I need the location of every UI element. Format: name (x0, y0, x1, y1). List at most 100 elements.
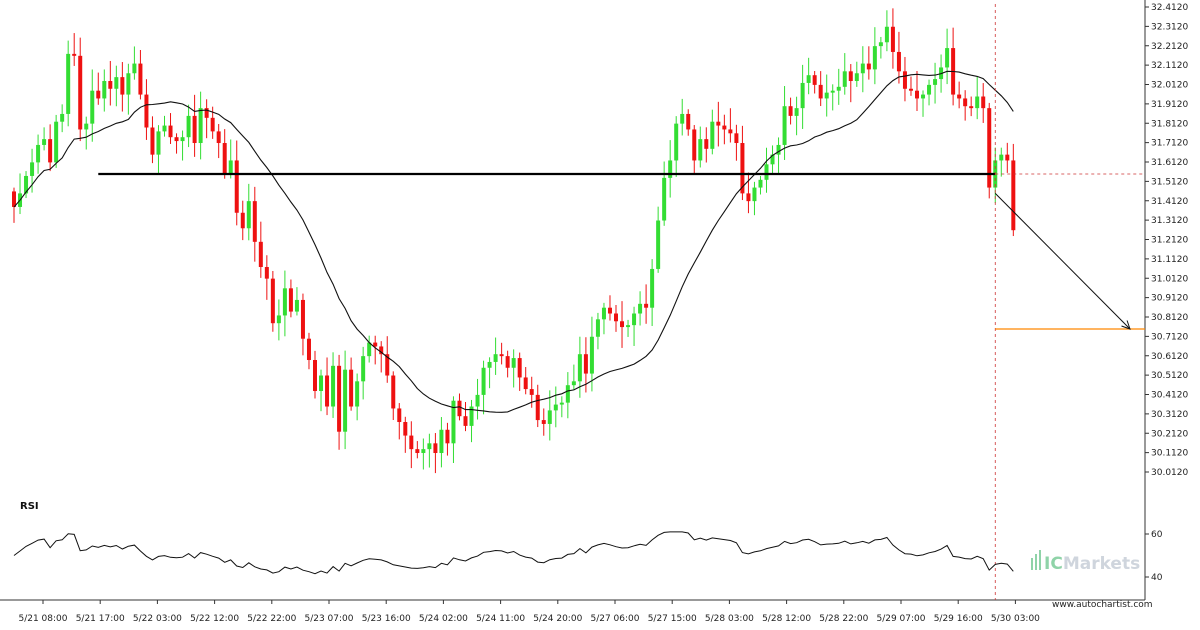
candle-up (553, 404, 558, 411)
candle-down (150, 127, 155, 155)
candle-down (288, 288, 293, 312)
candle-down (252, 201, 257, 242)
candle-down (306, 338, 311, 361)
candle-down (915, 90, 919, 99)
time-tick-label: 5/22 03:00 (133, 614, 182, 624)
candle-up (626, 325, 631, 328)
candle-down (240, 212, 245, 229)
candle-down (72, 53, 77, 56)
price-axis-ticks: 32.4120 32.3120 32.2120 32.1120 32.0120 31.91… (1145, 3, 1188, 478)
candle-down (210, 117, 215, 132)
candle-up (451, 400, 456, 444)
candle-down (216, 131, 221, 144)
price-tick-label: 30.0120 (1151, 468, 1188, 478)
site-label: www.autochartist.com (1052, 600, 1153, 610)
candle-down (890, 26, 895, 52)
candle-up (674, 123, 679, 161)
candle-up (830, 90, 835, 93)
candle-down (433, 443, 438, 454)
candle-down (788, 106, 793, 116)
price-tick-label: 31.7120 (1151, 139, 1188, 149)
candle-up (114, 77, 119, 89)
candle-up (54, 121, 59, 163)
candle-up (824, 92, 829, 99)
price-tick-label: 31.9120 (1151, 100, 1188, 110)
candle-down (818, 84, 823, 99)
candle-up (24, 175, 29, 194)
candle-down (144, 94, 149, 128)
candle-up (710, 121, 715, 149)
candle-up (854, 73, 859, 82)
candle-down (313, 360, 317, 392)
candle-down (385, 354, 390, 376)
moving-average-line (13, 70, 1014, 413)
candle-down (902, 71, 907, 89)
time-tick-label: 5/22 22:00 (247, 614, 296, 624)
candle-up (481, 367, 486, 395)
time-tick-label: 5/24 02:00 (419, 614, 468, 624)
candle-up (421, 449, 426, 454)
candle-down (734, 133, 739, 144)
candle-down (722, 125, 727, 130)
candle-down (812, 75, 817, 85)
candle-up (475, 394, 480, 407)
candle-up (30, 162, 35, 176)
candle-up (668, 160, 673, 178)
candle-up (132, 63, 137, 74)
candle-down (349, 369, 354, 407)
candle-down (192, 115, 197, 144)
candle-up (764, 164, 769, 180)
candle-up (547, 410, 552, 424)
candle-up (198, 108, 203, 144)
price-tick-label: 31.4120 (1151, 197, 1188, 207)
candle-up (559, 402, 564, 405)
candle-up (933, 79, 938, 85)
price-tick-label: 31.1120 (1151, 255, 1188, 265)
candle-down (1011, 160, 1016, 231)
candle-up (276, 315, 281, 324)
candle-down (48, 139, 53, 163)
candle-down (457, 400, 462, 417)
price-tick-label: 31.2120 (1151, 236, 1188, 246)
icmarkets-watermark-logo: ICMarkets (1031, 550, 1140, 574)
candle-up (638, 303, 643, 314)
candle-up (282, 288, 287, 316)
candle-up (650, 268, 655, 308)
price-tick-label: 30.2120 (1151, 429, 1188, 439)
watermark-prefix: IC (1044, 554, 1063, 574)
candle-down (614, 313, 618, 322)
candle-up (319, 375, 324, 392)
candle-down (337, 365, 342, 432)
price-tick-label: 30.6120 (1151, 352, 1188, 362)
candle-up (355, 381, 360, 407)
price-tick-label: 30.5120 (1151, 371, 1188, 381)
candle-down (535, 394, 540, 421)
candle-up (601, 307, 606, 320)
candle-down (234, 160, 239, 213)
price-tick-label: 30.4120 (1151, 391, 1188, 401)
candle-down (987, 108, 992, 188)
candle-down (403, 422, 408, 436)
candle-up (90, 90, 95, 124)
candle-down (258, 241, 263, 268)
svg-text:ICMarkets: ICMarkets (1044, 554, 1140, 574)
candle-down (108, 81, 113, 89)
candle-up (427, 443, 432, 450)
candle-up (36, 144, 41, 163)
candle-down (969, 106, 974, 109)
candle-up (842, 71, 847, 87)
candle-up (872, 46, 877, 70)
candle-down (96, 90, 101, 99)
candle-up (656, 220, 661, 269)
price-tick-label: 32.2120 (1151, 42, 1188, 52)
candle-down (300, 299, 305, 339)
candle-down (270, 278, 275, 324)
candle-up (860, 63, 865, 74)
candle-up (782, 106, 787, 145)
candle-down (607, 307, 612, 314)
candle-up (469, 406, 474, 426)
candle-up (589, 336, 594, 374)
candle-up (878, 42, 883, 47)
candle-down (620, 321, 625, 328)
candle-up (60, 113, 65, 122)
